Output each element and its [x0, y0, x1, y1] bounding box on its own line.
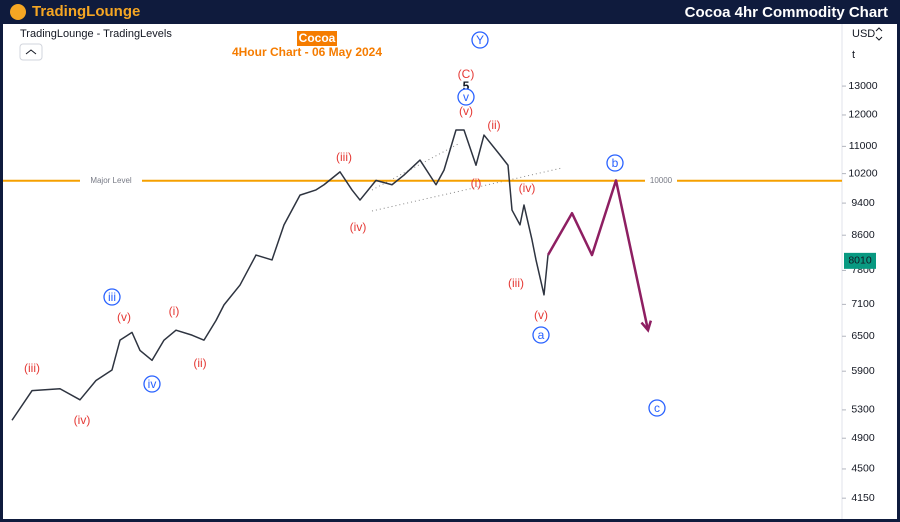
- subtitle: TradingLounge - TradingLevels: [20, 28, 172, 40]
- logo-icon: [10, 4, 26, 20]
- wave-circle: [606, 154, 624, 172]
- wave-label: (iv): [519, 181, 536, 195]
- last-price-tag: [844, 252, 876, 269]
- wave-label: v: [463, 90, 469, 104]
- y-tick-label: 6500: [851, 330, 875, 342]
- channel-line: [371, 167, 563, 212]
- projection-arrowhead: [640, 320, 653, 333]
- y-tick-label: 9400: [851, 197, 875, 209]
- wave-circle: [143, 375, 161, 393]
- wave-label: (iii): [508, 276, 524, 290]
- wave-circle: [457, 88, 475, 106]
- wave-label: (v): [117, 310, 131, 324]
- menu-label[interactable]: t: [852, 49, 855, 61]
- y-tick-label: 11000: [849, 140, 878, 152]
- wave-label: iii: [108, 290, 116, 304]
- collapse-icon: [25, 49, 37, 55]
- wave-label: (ii): [487, 118, 500, 132]
- symbol-box: [297, 31, 337, 46]
- symbol: Cocoa: [299, 31, 336, 45]
- wave-label: a: [538, 328, 545, 342]
- wave-label: (iii): [24, 361, 40, 375]
- wave-label: (iii): [336, 150, 352, 164]
- wave-label: iv: [148, 377, 157, 391]
- y-tick-label: 10200: [848, 167, 877, 179]
- series-line: [11, 129, 549, 421]
- y-tick-label: 4500: [851, 463, 875, 475]
- wave-label: (C): [458, 67, 475, 81]
- y-tick-label: 13000: [848, 80, 877, 92]
- wave-label: (i): [169, 304, 180, 318]
- wave-label: (v): [459, 104, 473, 118]
- wave-circle: [648, 399, 666, 417]
- plot: 1300012000110001020094008600780071006500…: [3, 31, 878, 504]
- y-tick-label: 5900: [851, 365, 875, 377]
- wave-label: b: [612, 156, 619, 170]
- y-tick-label: 5300: [851, 404, 875, 416]
- series-line: [546, 179, 650, 331]
- channel-line: [371, 142, 461, 191]
- brand: TradingLounge: [32, 3, 140, 20]
- wave-circle: [532, 326, 550, 344]
- chart-area: [3, 24, 897, 519]
- chart-title: Cocoa 4hr Commodity Chart: [685, 4, 888, 21]
- currency-toggle[interactable]: [875, 27, 883, 41]
- wave-label: (i): [471, 176, 482, 190]
- major-level-value-bg: [645, 174, 677, 187]
- major-level-value: 10000: [650, 176, 673, 185]
- y-tick-label: 4150: [851, 492, 875, 504]
- wave-label: (iv): [350, 220, 367, 234]
- y-tick-label: 8600: [851, 229, 875, 241]
- wave-label: (ii): [193, 356, 206, 370]
- last-price-label: 8010: [848, 255, 872, 267]
- wave-label: (v): [534, 308, 548, 322]
- y-tick-label: 4900: [851, 432, 875, 444]
- wave-label: 5: [463, 79, 470, 93]
- major-level-label: Major Level: [90, 176, 132, 185]
- wave-circle: [103, 288, 121, 306]
- y-tick-label: 12000: [848, 109, 877, 121]
- wave-label: Y: [476, 33, 484, 47]
- wave-circle: [471, 31, 489, 49]
- wave-label: c: [654, 401, 660, 415]
- currency[interactable]: USD: [852, 28, 875, 40]
- wave-label: (iv): [74, 413, 91, 427]
- collapse-button[interactable]: [19, 43, 43, 61]
- y-tick-label: 7100: [851, 298, 875, 310]
- chart-label: 4Hour Chart - 06 May 2024: [232, 45, 382, 59]
- major-level-label-bg: [80, 174, 142, 187]
